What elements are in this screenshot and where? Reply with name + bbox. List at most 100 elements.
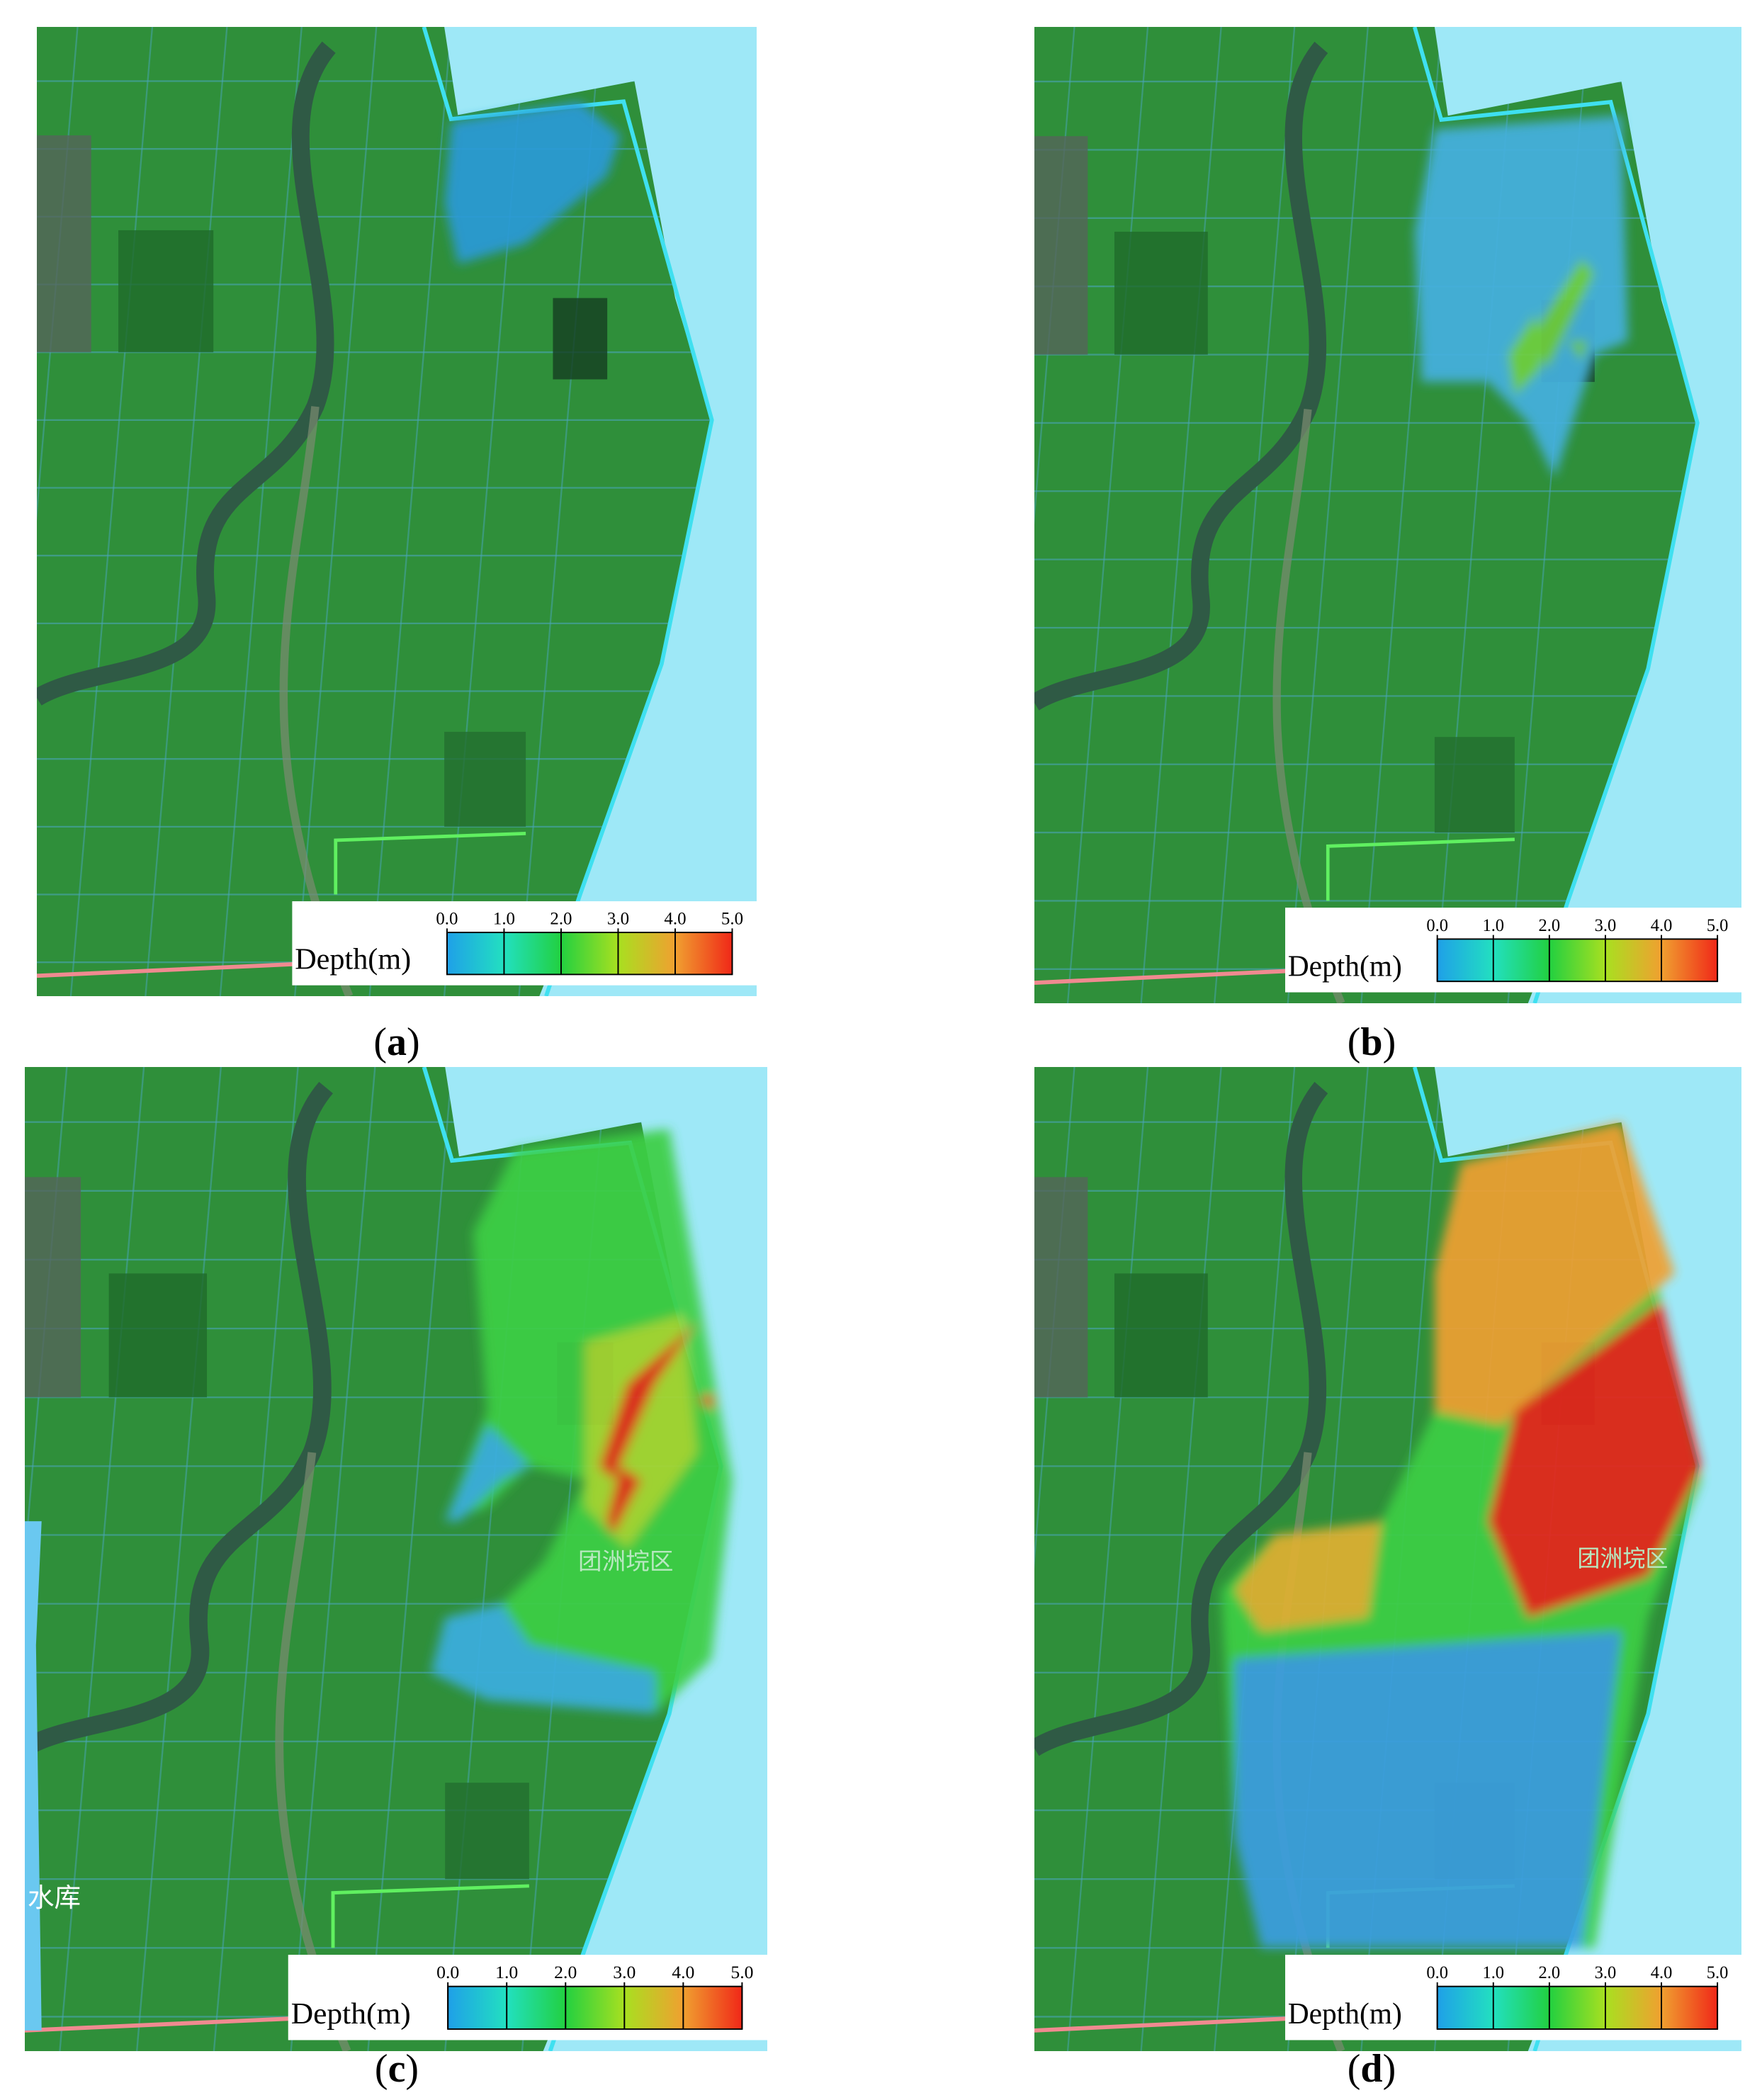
road: [334, 832, 526, 895]
field-patch: [444, 731, 526, 827]
caption-paren: ): [405, 2047, 419, 2091]
dyke: [1412, 27, 1700, 1003]
canal: [213, 1067, 299, 2051]
legend-tick-label: 2.0: [1539, 1963, 1561, 1982]
flood-area: [1234, 1631, 1622, 1948]
legend-title: Depth(m): [291, 1997, 411, 2031]
caption-letter: a: [387, 1020, 407, 1064]
field-patch: [445, 1783, 529, 1880]
flood-area: [444, 101, 621, 264]
panel-caption: (a): [290, 1020, 503, 1065]
reservoir: [25, 1521, 42, 2031]
map-panel: 团洲垸区 Depth(m) 0.0 1.0 2.0 3.0 4.0 5.0: [1034, 1067, 1741, 2051]
canal: [1066, 1067, 1149, 2051]
legend-colorbar: [446, 932, 733, 976]
flood-area: [431, 1129, 733, 1715]
caption-paren: ): [407, 1020, 420, 1064]
flood-area: [584, 1314, 698, 1549]
flood-extent: [431, 1129, 733, 1715]
caption-letter: b: [1360, 1020, 1383, 1064]
canal: [1066, 27, 1149, 1003]
legend-tick-label: 0.0: [436, 1962, 459, 1982]
legend-title: Depth(m): [295, 943, 411, 976]
flood-area: [431, 1603, 655, 1715]
flood-area: [1488, 1301, 1702, 1618]
flood-area: [697, 1394, 714, 1411]
flood-area: [1527, 259, 1595, 368]
river-bank: [275, 1452, 351, 2051]
flood-extent: [1221, 1122, 1702, 1948]
caption-letter: d: [1360, 2047, 1383, 2091]
flood-area: [606, 1466, 642, 1535]
lake-water: [1434, 27, 1741, 1003]
canal: [368, 27, 452, 996]
caption-paren: ): [1382, 2047, 1396, 2091]
legend-tick-label: 5.0: [1707, 1963, 1729, 1982]
legend-tick-label: 1.0: [495, 1962, 518, 1982]
canal: [1287, 27, 1369, 1003]
legend-tick-label: 4.0: [672, 1962, 694, 1982]
river: [1034, 41, 1328, 711]
lake-water: [1434, 1067, 1741, 2051]
canal: [69, 27, 154, 996]
lake-water: [444, 27, 757, 996]
legend-tick-label: 3.0: [607, 910, 629, 929]
caption-paren: (: [1347, 2047, 1361, 2091]
field-patch: [108, 1273, 208, 1398]
legend-tick-label: 1.0: [493, 910, 515, 929]
legend-tick-label: 0.0: [1426, 1963, 1448, 1982]
field-patch: [1114, 1273, 1208, 1398]
canal: [367, 1067, 453, 2051]
legend-title: Depth(m): [1288, 950, 1402, 983]
field-patch: [118, 230, 214, 353]
panel-caption: (b): [1265, 1020, 1478, 1065]
caption-paren: (: [373, 1020, 387, 1064]
panel-caption: (d): [1265, 2046, 1478, 2091]
caption-paren: ): [1382, 1020, 1396, 1064]
map-panel: Depth(m) 0.0 1.0 2.0 3.0 4.0 5.0: [37, 27, 757, 996]
field-patch: [25, 1177, 81, 1398]
canal: [1140, 27, 1222, 1003]
legend-tick-label: 2.0: [1539, 916, 1561, 935]
field-patch: [1034, 136, 1088, 355]
legend-tick-label: 2.0: [554, 1962, 577, 1982]
caption-letter: c: [388, 2047, 406, 2091]
legend-tick-label: 3.0: [1595, 1963, 1617, 1982]
flood-area: [445, 1425, 529, 1522]
river-bank: [1272, 409, 1345, 1003]
flood-extent: [1414, 115, 1628, 478]
map-label: 水库: [28, 1882, 81, 1913]
legend-tick-label: 1.0: [1482, 916, 1504, 935]
legend-tick-label: 3.0: [1595, 916, 1617, 935]
field-patch: [553, 298, 608, 380]
legend-tick-label: 1.0: [1482, 1963, 1504, 1982]
caption-paren: (: [374, 2047, 388, 2091]
field-patch: [37, 135, 91, 353]
flood-area: [1434, 1122, 1675, 1426]
legend-title: Depth(m): [1288, 1998, 1402, 2031]
caption-paren: (: [1347, 1020, 1361, 1064]
river: [25, 1081, 334, 1756]
canal: [1140, 1067, 1222, 2051]
legend-colorbar: [1436, 1985, 1719, 2030]
flood-extent: [444, 101, 621, 264]
legend-tick-label: 4.0: [1651, 916, 1673, 935]
river: [37, 41, 336, 706]
legend-tick-label: 3.0: [613, 1962, 636, 1982]
canal: [136, 1067, 222, 2051]
road: [1326, 837, 1515, 901]
flood-area: [1234, 1521, 1382, 1632]
canal: [290, 1067, 376, 2051]
canal: [1214, 27, 1296, 1003]
field-patch: [1434, 737, 1515, 833]
legend-tick-label: 5.0: [1707, 916, 1729, 935]
legend-tick-label: 0.0: [436, 910, 458, 929]
legend-colorbar: [447, 1985, 743, 2030]
map-label: 团洲垸区: [1577, 1545, 1668, 1573]
field-patch: [1034, 1177, 1088, 1398]
legend-colorbar: [1436, 938, 1719, 983]
dyke: [422, 27, 714, 996]
field-patch: [1114, 232, 1208, 355]
